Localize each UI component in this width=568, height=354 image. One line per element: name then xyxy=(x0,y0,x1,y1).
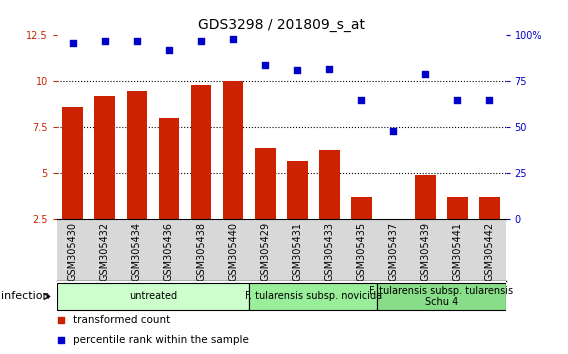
Text: F. tularensis subsp. tularensis
Schu 4: F. tularensis subsp. tularensis Schu 4 xyxy=(369,286,513,307)
Point xyxy=(164,47,173,53)
Bar xyxy=(62,107,83,219)
Point xyxy=(318,262,327,268)
Point xyxy=(485,97,494,103)
Text: GSM305442: GSM305442 xyxy=(485,222,495,281)
Title: GDS3298 / 201809_s_at: GDS3298 / 201809_s_at xyxy=(198,18,365,32)
Bar xyxy=(94,96,115,219)
Point xyxy=(293,68,302,73)
Point xyxy=(261,62,270,68)
Text: GSM305441: GSM305441 xyxy=(453,222,462,281)
Text: GSM305435: GSM305435 xyxy=(356,222,366,281)
Text: F. tularensis subsp. novicida: F. tularensis subsp. novicida xyxy=(245,291,382,302)
Bar xyxy=(249,283,377,310)
Bar xyxy=(383,218,404,219)
Text: untreated: untreated xyxy=(129,291,177,302)
Bar xyxy=(158,118,179,219)
Point xyxy=(228,36,237,42)
Point xyxy=(68,40,77,46)
Bar xyxy=(127,91,147,219)
Bar xyxy=(377,283,506,310)
Bar xyxy=(415,175,436,219)
Text: GSM305434: GSM305434 xyxy=(132,222,142,281)
Text: GSM305430: GSM305430 xyxy=(68,222,78,281)
Text: GSM305431: GSM305431 xyxy=(292,222,302,281)
Bar xyxy=(319,149,340,219)
Bar xyxy=(447,198,468,219)
Text: transformed count: transformed count xyxy=(73,315,170,325)
Bar xyxy=(287,161,308,219)
Point xyxy=(325,66,334,72)
Text: GSM305437: GSM305437 xyxy=(389,222,398,281)
Point xyxy=(132,38,141,44)
Bar xyxy=(191,85,211,219)
Text: GSM305432: GSM305432 xyxy=(100,222,110,281)
Text: infection: infection xyxy=(1,291,49,302)
Point xyxy=(357,97,366,103)
Text: GSM305439: GSM305439 xyxy=(420,222,431,281)
Text: GSM305438: GSM305438 xyxy=(196,222,206,281)
Text: GSM305433: GSM305433 xyxy=(324,222,334,281)
Text: percentile rank within the sample: percentile rank within the sample xyxy=(73,335,248,345)
Point xyxy=(389,128,398,134)
Point xyxy=(318,85,327,91)
Bar xyxy=(57,283,249,310)
Point xyxy=(421,71,430,77)
Text: GSM305440: GSM305440 xyxy=(228,222,238,281)
Bar xyxy=(479,198,500,219)
Text: GSM305429: GSM305429 xyxy=(260,222,270,281)
Point xyxy=(453,97,462,103)
Point xyxy=(101,38,110,44)
Bar xyxy=(351,198,371,219)
Bar xyxy=(223,81,244,219)
Bar xyxy=(254,148,275,219)
Point xyxy=(197,38,206,44)
Text: GSM305436: GSM305436 xyxy=(164,222,174,281)
